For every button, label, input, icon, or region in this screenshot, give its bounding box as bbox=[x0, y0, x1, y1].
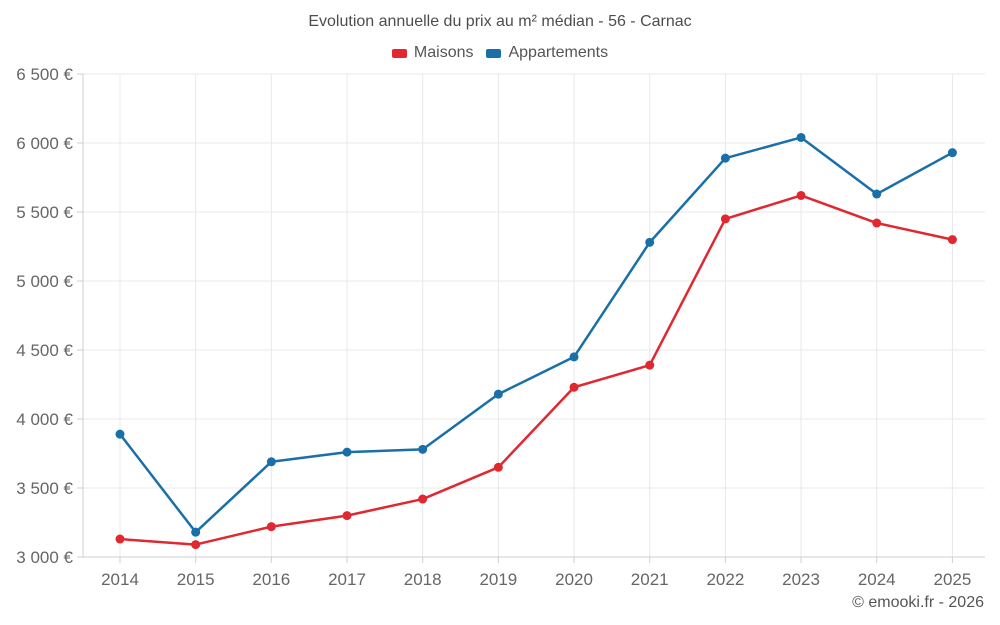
data-point-appartements-2019[interactable] bbox=[493, 389, 503, 399]
data-point-maisons-2024[interactable] bbox=[872, 218, 882, 228]
y-tick-label: 6 500 € bbox=[16, 65, 73, 84]
data-point-appartements-2017[interactable] bbox=[342, 447, 352, 457]
legend-item-appartements[interactable]: Appartements bbox=[486, 44, 608, 62]
data-point-maisons-2025[interactable] bbox=[947, 235, 957, 245]
legend-swatch-appartements-icon bbox=[486, 48, 502, 58]
data-point-appartements-2018[interactable] bbox=[418, 444, 428, 454]
legend-label-appartements: Appartements bbox=[508, 44, 609, 61]
legend-item-maisons[interactable]: Maisons bbox=[391, 44, 474, 62]
y-tick-label: 5 500 € bbox=[16, 203, 73, 222]
data-point-maisons-2022[interactable] bbox=[720, 214, 730, 224]
data-point-appartements-2014[interactable] bbox=[115, 429, 125, 439]
legend-swatch-maisons-icon bbox=[391, 48, 407, 58]
y-tick-label: 5 000 € bbox=[16, 272, 73, 291]
data-point-maisons-2020[interactable] bbox=[569, 382, 579, 392]
x-tick-label: 2021 bbox=[631, 570, 669, 589]
x-tick-label: 2017 bbox=[328, 570, 366, 589]
data-point-appartements-2015[interactable] bbox=[191, 527, 201, 537]
data-point-maisons-2021[interactable] bbox=[645, 360, 655, 370]
data-point-maisons-2023[interactable] bbox=[796, 190, 806, 200]
data-point-maisons-2018[interactable] bbox=[418, 494, 428, 504]
x-tick-label: 2015 bbox=[177, 570, 215, 589]
data-point-maisons-2014[interactable] bbox=[115, 534, 125, 544]
data-point-appartements-2016[interactable] bbox=[266, 457, 276, 467]
data-point-appartements-2022[interactable] bbox=[720, 153, 730, 163]
data-point-appartements-2021[interactable] bbox=[645, 237, 655, 247]
data-point-appartements-2023[interactable] bbox=[796, 132, 806, 142]
series-line-maisons bbox=[118, 194, 954, 546]
x-tick-label: 2016 bbox=[252, 570, 290, 589]
chart-title: Evolution annuelle du prix au m² médian … bbox=[308, 13, 692, 30]
x-tick-label: 2019 bbox=[479, 570, 517, 589]
data-point-maisons-2017[interactable] bbox=[342, 511, 352, 521]
x-tick-label: 2025 bbox=[933, 570, 971, 589]
data-point-appartements-2025[interactable] bbox=[947, 148, 957, 158]
x-tick-label: 2014 bbox=[101, 570, 139, 589]
copyright-footer: © emooki.fr - 2026 bbox=[852, 594, 984, 611]
y-tick-label: 3 500 € bbox=[16, 479, 73, 498]
x-tick-label: 2022 bbox=[706, 570, 744, 589]
x-tick-label: 2018 bbox=[404, 570, 442, 589]
x-tick-label: 2020 bbox=[555, 570, 593, 589]
data-point-appartements-2020[interactable] bbox=[569, 352, 579, 362]
chart-legend: Maisons Appartements bbox=[0, 44, 1000, 62]
series-line-appartements bbox=[118, 136, 954, 534]
legend-label-maisons: Maisons bbox=[413, 44, 474, 61]
data-point-appartements-2024[interactable] bbox=[872, 189, 882, 199]
y-tick-label: 4 500 € bbox=[16, 341, 73, 360]
y-tick-label: 4 000 € bbox=[16, 410, 73, 429]
y-tick-label: 3 000 € bbox=[16, 548, 73, 567]
data-point-maisons-2019[interactable] bbox=[493, 462, 503, 472]
y-tick-label: 6 000 € bbox=[16, 134, 73, 153]
data-point-maisons-2015[interactable] bbox=[191, 540, 201, 550]
data-point-maisons-2016[interactable] bbox=[266, 522, 276, 532]
x-tick-label: 2024 bbox=[858, 570, 896, 589]
x-tick-label: 2023 bbox=[782, 570, 820, 589]
